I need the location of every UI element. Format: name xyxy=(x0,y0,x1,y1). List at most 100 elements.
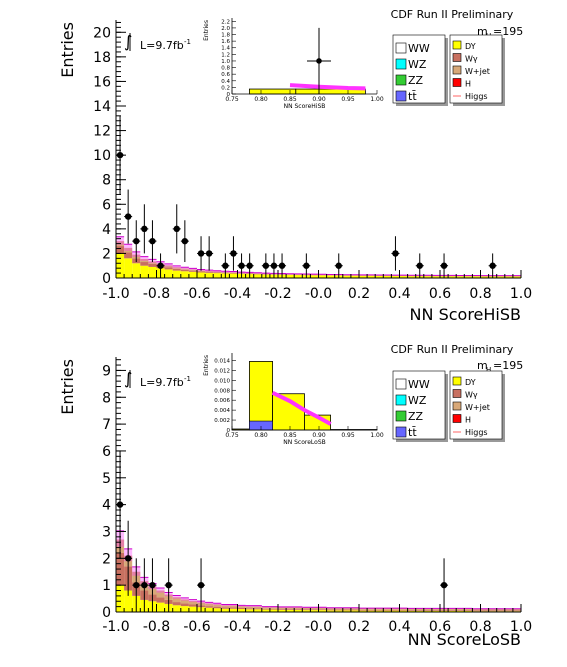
uncertainty-band xyxy=(116,236,125,245)
x-tick-label: -0.8 xyxy=(143,286,170,302)
hist-bar-DY xyxy=(391,610,400,612)
data-point xyxy=(392,250,399,257)
hist-bar-DY xyxy=(205,607,214,612)
uncertainty-band xyxy=(180,597,189,601)
hist-bar-W+jet xyxy=(472,609,481,611)
legend-label: W+jet xyxy=(465,67,490,76)
legend-swatch xyxy=(452,389,462,398)
legend-swatch xyxy=(452,414,462,423)
hist-bar-W+jet xyxy=(334,608,343,610)
hist-bar-W+jet xyxy=(318,607,327,610)
mass-value: =195 xyxy=(493,359,523,372)
x-tick-label: -0.4 xyxy=(224,619,251,635)
uncertainty-band xyxy=(140,256,149,261)
hist-bar-W+jet xyxy=(261,607,270,609)
hist-bar-DY xyxy=(375,610,384,612)
legend-swatch xyxy=(452,401,462,411)
x-tick-label: -0.0 xyxy=(305,286,332,302)
hist-bar-DY xyxy=(407,610,416,612)
hist-bar-DY xyxy=(512,276,521,278)
inset-x-tick-label: 0.90 xyxy=(312,96,326,103)
hist-bar-W+jet xyxy=(172,597,181,603)
x-tick-label: -0.2 xyxy=(264,286,291,302)
y-tick-label: 5 xyxy=(102,471,111,487)
hist-bar-DY xyxy=(464,276,473,278)
legend-label: H xyxy=(465,80,471,89)
inset-y-axis-label: Entries xyxy=(203,355,210,376)
legend-label: Higgs xyxy=(465,92,488,101)
legend-label: DY xyxy=(465,42,476,51)
chart-panel-1: -1.0 -0.8 -0.6 -0.4 -0.2 -0.0 0.2 0.4 0.6 0.8 1.00… xyxy=(58,8,532,324)
hist-bar-W+jet xyxy=(237,606,246,608)
inset-y-tick-label: 2.2 xyxy=(221,19,230,25)
legend-swatch xyxy=(395,378,407,390)
inset-y-tick-label: 2.0 xyxy=(221,26,230,32)
hist-bar-W+jet xyxy=(205,603,214,607)
uncertainty-band xyxy=(213,270,222,273)
inset-plot: 0.75 0.80 0.85 0.90 0.95 1.00 00.20.40.60.81.0… xyxy=(202,12,387,116)
inset-y-tick-label: 0 xyxy=(227,428,231,434)
hist-bar-Wγ xyxy=(221,607,230,609)
hist-bar-Wγ xyxy=(480,610,489,612)
data-point xyxy=(181,237,189,245)
hist-bar-DY xyxy=(359,610,368,612)
y-tick-label: 4 xyxy=(102,222,111,238)
hist-bar-DY xyxy=(310,275,319,278)
legend-swatch xyxy=(395,410,407,422)
hist-bar-W+jet xyxy=(180,268,189,270)
uncertainty-band xyxy=(180,267,189,270)
data-point xyxy=(416,262,423,269)
hist-bar-DY xyxy=(180,606,189,612)
hist-bar-DY xyxy=(294,609,303,612)
data-point xyxy=(141,581,148,589)
inset-band xyxy=(271,390,332,426)
inset-x-tick-label: 0.95 xyxy=(341,432,355,439)
y-tick-label: 14 xyxy=(93,99,111,115)
uncertainty-band xyxy=(172,595,181,599)
data-point xyxy=(440,262,448,269)
uncertainty-band xyxy=(221,604,230,606)
hist-bar-Wγ xyxy=(269,608,278,610)
inset-y-tick-label: 1.4 xyxy=(221,46,230,52)
y-tick-label: 16 xyxy=(93,74,111,90)
lumi-sup: -1 xyxy=(184,38,191,46)
lumi-label: L=9.7fb xyxy=(140,39,184,52)
hist-bar-DY xyxy=(472,276,481,278)
hist-bar-Wγ xyxy=(367,609,376,611)
hist-bar-Wγ xyxy=(116,246,125,254)
legend-label: ZZ xyxy=(408,74,424,87)
hist-bar-DY xyxy=(342,275,351,278)
hist-bar-W+jet xyxy=(188,269,197,271)
hist-bar-Wγ xyxy=(245,608,254,610)
data-point xyxy=(335,262,342,269)
inset-x-axis-label: NN ScoreHiSB xyxy=(284,103,326,110)
hist-bar-W+jet xyxy=(391,608,400,610)
x-tick-label: 0.6 xyxy=(429,619,451,635)
y-tick-label: 4 xyxy=(102,498,111,514)
x-tick-label: 0.2 xyxy=(348,286,370,302)
hist-bar-DY xyxy=(229,273,238,278)
hist-bar-DY xyxy=(148,266,157,278)
inset-x-tick-label: 1.00 xyxy=(370,96,384,103)
legend-label: W+jet xyxy=(465,403,490,412)
hist-bar-DY xyxy=(448,610,457,612)
data-point xyxy=(141,225,148,233)
hist-bar-DY xyxy=(132,263,141,278)
header-text: CDF Run II Preliminary xyxy=(391,343,514,356)
hist-bar-Wγ xyxy=(375,609,384,611)
hist-bar-Wγ xyxy=(197,271,206,273)
x-tick-label: -0.0 xyxy=(305,619,332,635)
legend-swatch xyxy=(452,40,462,50)
data-point xyxy=(149,237,156,245)
hist-bar-W+jet xyxy=(197,270,206,272)
inset-x-tick-label: 0.90 xyxy=(312,432,326,439)
legend-swatch xyxy=(452,376,462,386)
hist-bar-Wγ xyxy=(391,609,400,611)
hist-bar-W+jet xyxy=(407,608,416,611)
inset-plot: 0.75 0.80 0.85 0.90 0.95 1.00 0 0.002 0.004 0.006… xyxy=(202,347,387,452)
y-tick-label: 0 xyxy=(102,605,111,621)
hist-bar-DY xyxy=(383,275,392,278)
legend-swatch xyxy=(452,65,462,75)
hist-bar-DY xyxy=(261,609,270,612)
uncertainty-band xyxy=(188,268,197,271)
